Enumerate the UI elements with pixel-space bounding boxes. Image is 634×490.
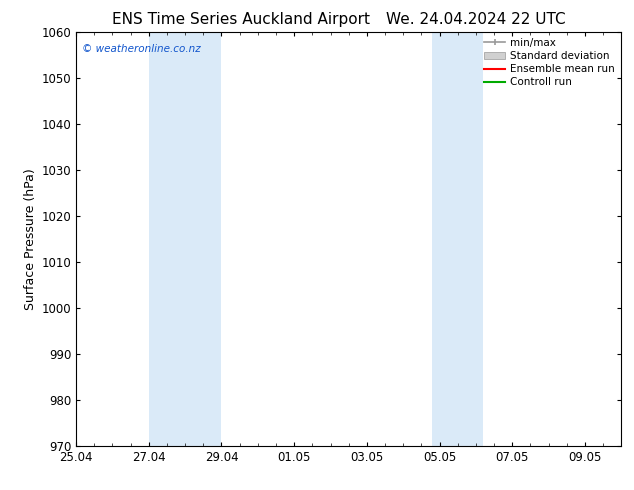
Text: © weatheronline.co.nz: © weatheronline.co.nz [82,44,200,54]
Bar [432,32,483,446]
Legend: min/max, Standard deviation, Ensemble mean run, Controll run: min/max, Standard deviation, Ensemble me… [480,34,619,92]
Bar [149,32,221,446]
Text: We. 24.04.2024 22 UTC: We. 24.04.2024 22 UTC [385,12,566,27]
Y-axis label: Surface Pressure (hPa): Surface Pressure (hPa) [24,168,37,310]
Text: ENS Time Series Auckland Airport: ENS Time Series Auckland Airport [112,12,370,27]
